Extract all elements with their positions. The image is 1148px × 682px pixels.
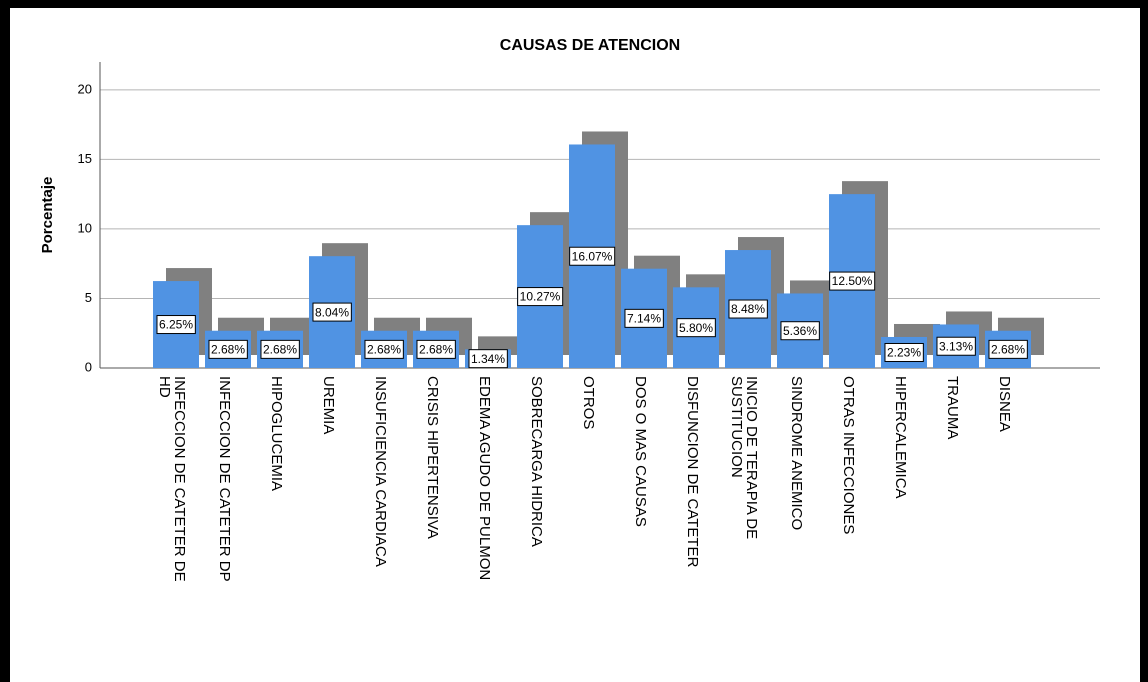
value-label-box	[780, 321, 820, 341]
x-tick-label: TRAUMA	[944, 376, 961, 439]
value-label-box	[312, 302, 352, 322]
value-label: 12.50%	[832, 274, 873, 288]
value-label: 5.80%	[679, 321, 713, 335]
x-tick-label: DISFUNCION DE CATETER	[684, 376, 701, 568]
x-tick-label: HIPOGLUCEMIA	[268, 376, 285, 491]
chart-title: CAUSAS DE ATENCION	[500, 37, 680, 54]
value-label-group: 2.68%	[208, 339, 248, 359]
value-label-box	[416, 339, 456, 359]
value-label: 1.34%	[471, 352, 505, 366]
value-label-box	[208, 339, 248, 359]
value-label-group: 5.36%	[780, 321, 820, 341]
value-label: 5.36%	[783, 324, 817, 338]
x-tick-label-line: HD	[156, 376, 173, 398]
value-label-group: 5.80%	[676, 318, 716, 338]
value-label-box	[569, 246, 616, 266]
x-tick-label: UREMIA	[320, 376, 337, 434]
x-tick-label: DOS O MAS CAUSAS	[632, 376, 649, 527]
value-label-box	[936, 336, 976, 356]
value-label-group: 6.25%	[156, 315, 196, 335]
value-label-group: 8.04%	[312, 302, 352, 322]
value-label-group: 3.13%	[936, 336, 976, 356]
y-axis-label: Porcentaje	[39, 177, 56, 254]
value-label-box	[884, 342, 924, 362]
y-tick-label: 10	[78, 220, 92, 235]
value-label-box	[676, 318, 716, 338]
value-label: 2.68%	[367, 343, 401, 357]
x-tick-label: OTROS	[580, 376, 597, 429]
value-label: 2.68%	[211, 343, 245, 357]
value-label-group: 2.68%	[416, 339, 456, 359]
value-label-box	[364, 339, 404, 359]
value-label-box	[517, 287, 564, 307]
value-label: 2.23%	[887, 346, 921, 360]
value-label: 2.68%	[991, 343, 1025, 357]
x-tick-label: INSUFICIENCIA CARDIACA	[372, 376, 389, 567]
value-label-group: 2.68%	[260, 339, 300, 359]
value-label-group: 7.14%	[624, 308, 664, 328]
x-tick-label: INFECCION DE CATETER DP	[216, 376, 233, 582]
y-tick-label: 20	[78, 81, 92, 96]
value-label: 2.68%	[263, 343, 297, 357]
y-tick-label: 0	[85, 359, 92, 374]
value-label: 10.27%	[520, 290, 561, 304]
value-label: 2.68%	[419, 343, 453, 357]
value-label-group: 1.34%	[468, 349, 508, 369]
x-tick-label: HIPERCALEMICA	[892, 376, 909, 499]
value-label-group: 2.23%	[884, 342, 924, 362]
value-label-group: 2.68%	[364, 339, 404, 359]
value-label-group: 10.27%	[517, 287, 564, 307]
x-tick-label: INICIO DE TERAPIA DESUSTITUCION	[728, 376, 760, 539]
value-label: 8.04%	[315, 305, 349, 319]
value-label-box	[468, 349, 508, 369]
x-tick-label: OTRAS INFECCIONES	[840, 376, 857, 534]
value-label-group: 12.50%	[829, 271, 876, 291]
y-tick-label: 15	[78, 151, 92, 166]
value-label-group: 8.48%	[728, 299, 768, 319]
value-label: 7.14%	[627, 312, 661, 326]
x-tick-label: SINDROME ANEMICO	[788, 376, 805, 530]
value-label: 3.13%	[939, 339, 973, 353]
value-label-box	[624, 308, 664, 328]
value-label: 16.07%	[572, 249, 613, 263]
x-tick-label: CRISIS HIPERTENSIVA	[424, 376, 441, 539]
x-tick-label-line: INICIO DE TERAPIA DE	[743, 376, 760, 539]
y-tick-label: 5	[85, 290, 92, 305]
value-label-group: 2.68%	[988, 339, 1028, 359]
value-label: 8.48%	[731, 302, 765, 316]
value-label-box	[260, 339, 300, 359]
x-tick-label-line: INFECCION DE CATETER DE	[171, 376, 188, 582]
value-label-box	[829, 271, 876, 291]
value-label-box	[988, 339, 1028, 359]
x-tick-label: INFECCION DE CATETER DEHD	[156, 376, 188, 582]
x-tick-label: DISNEA	[996, 376, 1013, 432]
x-tick-label: EDEMA AGUDO DE PULMON	[476, 376, 493, 580]
value-label-group: 16.07%	[569, 246, 616, 266]
value-label-box	[156, 315, 196, 335]
x-tick-label: SOBRECARGA HIDRICA	[528, 376, 545, 547]
x-tick-label-line: SUSTITUCION	[728, 376, 745, 478]
value-label-box	[728, 299, 768, 319]
value-label: 6.25%	[159, 318, 193, 332]
